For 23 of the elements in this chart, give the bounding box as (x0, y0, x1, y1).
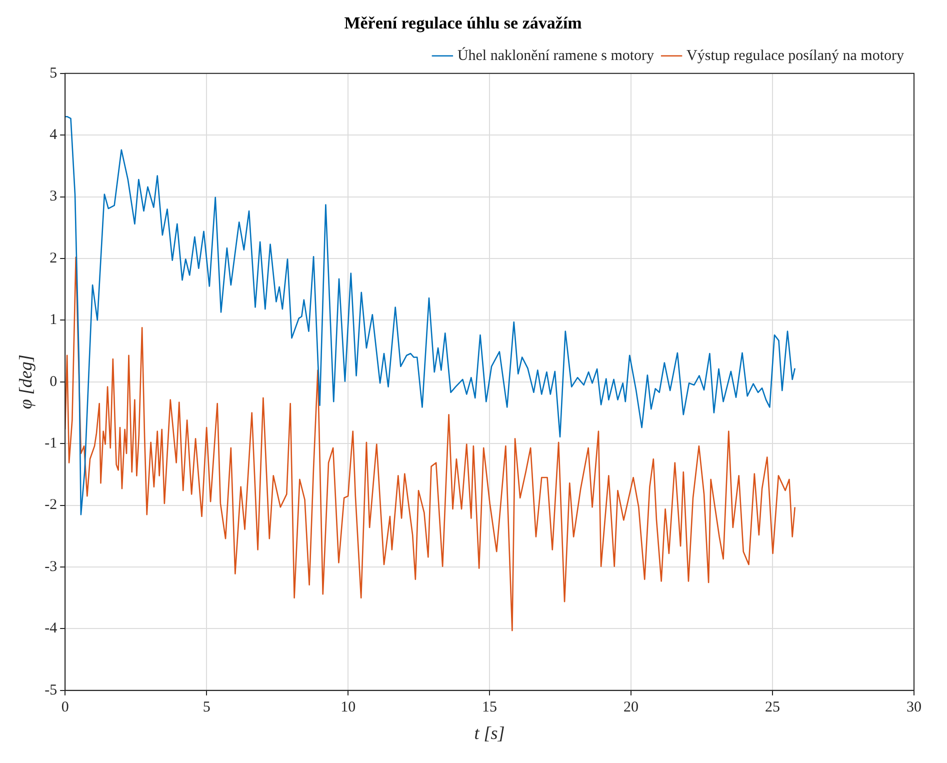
legend-label: Výstup regulace posílaný na motory (686, 48, 904, 64)
y-tick-label: 3 (50, 188, 58, 205)
y-tick-label: -3 (44, 558, 58, 575)
y-tick-label: 4 (50, 127, 58, 144)
x-tick-label: 0 (61, 699, 69, 716)
y-tick-label: 2 (50, 250, 58, 266)
x-tick-label: 25 (765, 699, 780, 716)
x-tick-label: 10 (340, 699, 356, 716)
y-tick-label: -1 (44, 436, 58, 452)
y-tick-label: 1 (50, 312, 58, 328)
y-tick-label: -5 (44, 682, 58, 698)
legend-label: Úhel naklonění ramene s motory (457, 46, 655, 64)
x-tick-label: 20 (624, 699, 639, 716)
y-tick-label: -4 (44, 620, 58, 637)
x-tick-label: 15 (482, 699, 498, 716)
y-tick-label: 5 (50, 65, 58, 82)
y-tick-label: -2 (44, 497, 58, 514)
x-axis-title: t [s] (474, 722, 505, 743)
chart-title: Měření regulace úhlu se závažím (344, 14, 582, 33)
x-tick-label: 30 (906, 699, 922, 716)
x-tick-label: 5 (202, 699, 210, 716)
y-tick-label: 0 (50, 374, 58, 390)
y-axis-title: φ [deg] (16, 354, 36, 410)
